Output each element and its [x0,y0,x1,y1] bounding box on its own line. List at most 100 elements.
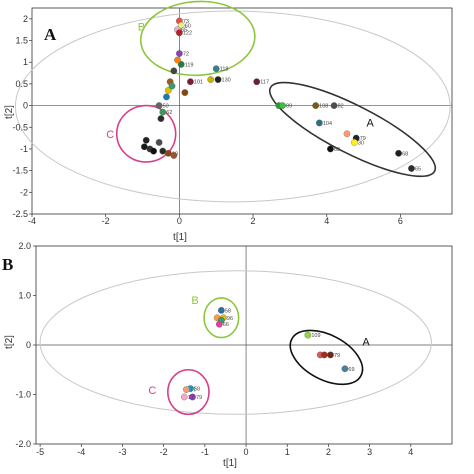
panel-b-data-point [327,351,334,359]
panel-a-data-point [177,61,185,68]
panel-a-data-point [408,165,415,172]
panel-a-y-tick-label: -2 [20,187,28,197]
panel-a-data-point [150,147,157,155]
panel-b-group-ellipse-c [167,368,210,416]
panel-a-data-point [177,21,185,29]
panel-b-data-point [341,365,349,373]
panel-b-point-label: 96 [227,316,233,322]
panel-a-xlabel: t[1] [173,232,187,243]
panel-a-data-point [142,136,150,144]
panel-a-point-label: 68 [402,151,408,157]
panel-b-point-label: 77 [190,388,196,394]
panel-a-data-point [316,119,323,127]
panel-a-data-point [168,82,176,90]
panel-a-x-tick-label: 0 [177,216,182,226]
panel-b-group-ellipse-b [203,297,240,339]
panel-b-y-tick-label: 0 [26,340,31,350]
panel-a-data-point [155,102,163,109]
panel-b-point-label: 66 [223,322,229,328]
panel-a-data-point [214,76,222,83]
panel-b-group-label-a: A [362,336,370,348]
panel-a-group-label-c: C [106,129,114,141]
panel-a-data-point [170,67,178,75]
panel-b-data-point [182,386,190,393]
panel-a-x-tick-label: 6 [398,216,403,226]
panel-a-y-tick-label: -1 [20,144,28,154]
panel-a-point-label: 65 [181,28,187,34]
panel-b-ylabel: t[2] [4,335,15,349]
panel-b-x-tick-label: -5 [36,447,44,457]
panel-a-letter: A [44,25,57,44]
panel-b-point-label: 109 [311,333,320,339]
panel-a-y-tick-label: 1.5 [15,36,28,46]
panel-a-data-point [164,87,172,94]
panel-a-group-ellipse-b [139,0,256,77]
panel-b-y-tick-label: -2.0 [15,439,31,449]
panel-a-point-label: 50 [163,104,169,110]
panel-b-point-label: 58 [194,387,200,393]
panel-b-y-tick-label: -1.0 [15,390,31,400]
panel-a-x-tick-label: -2 [102,216,110,226]
panel-a-data-point [163,93,170,101]
panel-a-y-tick-label: -1.5 [12,166,28,176]
panel-b-point-label: 79 [196,395,202,401]
panel-b-point-label: 17 [188,395,194,401]
panel-a-point-label: 104 [323,121,332,127]
panel-a-data-point [176,29,183,37]
panel-b-point-label: 69 [348,367,354,373]
panel-b-x-tick-label: -1 [201,447,209,457]
panel-a-point-label: 60 [185,23,191,29]
panel-a-data-point [212,65,220,73]
panel-b-group-ellipse-a [289,329,364,386]
panel-a-point-label: 82 [338,104,344,110]
panel-a-data-point [312,102,320,109]
panel-a-data-point [170,152,178,159]
panel-b-group-label-c: C [148,385,156,397]
panel-b-data-point [215,320,223,328]
panel-b-data-point [320,351,328,359]
panel-a-data-point [157,115,165,122]
panel-a-point-label: 130 [222,78,231,84]
panel-a-point-label: 65 [415,166,421,172]
panel-a-y-tick-label: -2.5 [12,209,28,219]
panel-a-point-label: 122 [183,31,192,37]
panel-a-x-tick-label: 2 [251,216,256,226]
panel-a-data-point [187,78,194,86]
panel-b-point-label: 79 [334,353,340,359]
panel-a-group-ellipse-c [115,104,177,163]
panel-a-point-label: 63 [334,147,340,153]
panel-a-data-point [395,149,402,157]
panel-b-x-tick-label: 3 [367,447,372,457]
panel-b-data-point [180,393,188,401]
panel-a-data-point [279,102,286,109]
panel-a-group-label-b: B [138,21,145,33]
panel-a-x-tick-label: 4 [324,216,329,226]
panel-b-x-tick-label: -2 [160,447,168,457]
panel-b-group-label-b: B [191,295,198,307]
panel-b-data-point [304,331,312,339]
panel-a-hotelling-ellipse [14,10,451,203]
panel-a-point-label: 89 [286,104,292,110]
panel-a-point-label: 119 [185,62,194,68]
panel-a-y-tick-label: 1 [23,57,28,67]
panel-b-x-tick-label: 1 [285,447,290,457]
panel-a-data-point [327,145,334,153]
panel-b-x-tick-label: -4 [77,447,85,457]
panel-a-point-label: 101 [194,80,203,86]
panel-b: -5-4-3-2-101234-2.0-1.001.02.0ABC1097479… [2,241,453,469]
panel-a-point-label: 73 [183,19,189,25]
panel-a-frame [31,7,453,215]
panel-a-group-ellipse-a [268,81,437,178]
panel-a-data-point [155,139,163,146]
panel-a-data-point [174,56,181,64]
panel-a-y-tick-label: -0.5 [12,122,28,132]
panel-b-y-tick-label: 2.0 [18,241,31,251]
panel-a-point-label: 72 [183,52,189,58]
panel-a-group-label-a: A [367,117,375,129]
panel-b-xlabel: t[1] [223,458,237,469]
panel-b-x-tick-label: 2 [326,447,331,457]
panel-b-y-tick-label: 1.0 [18,291,31,301]
panel-a-data-point [181,89,189,96]
panel-b-data-point [189,393,196,401]
